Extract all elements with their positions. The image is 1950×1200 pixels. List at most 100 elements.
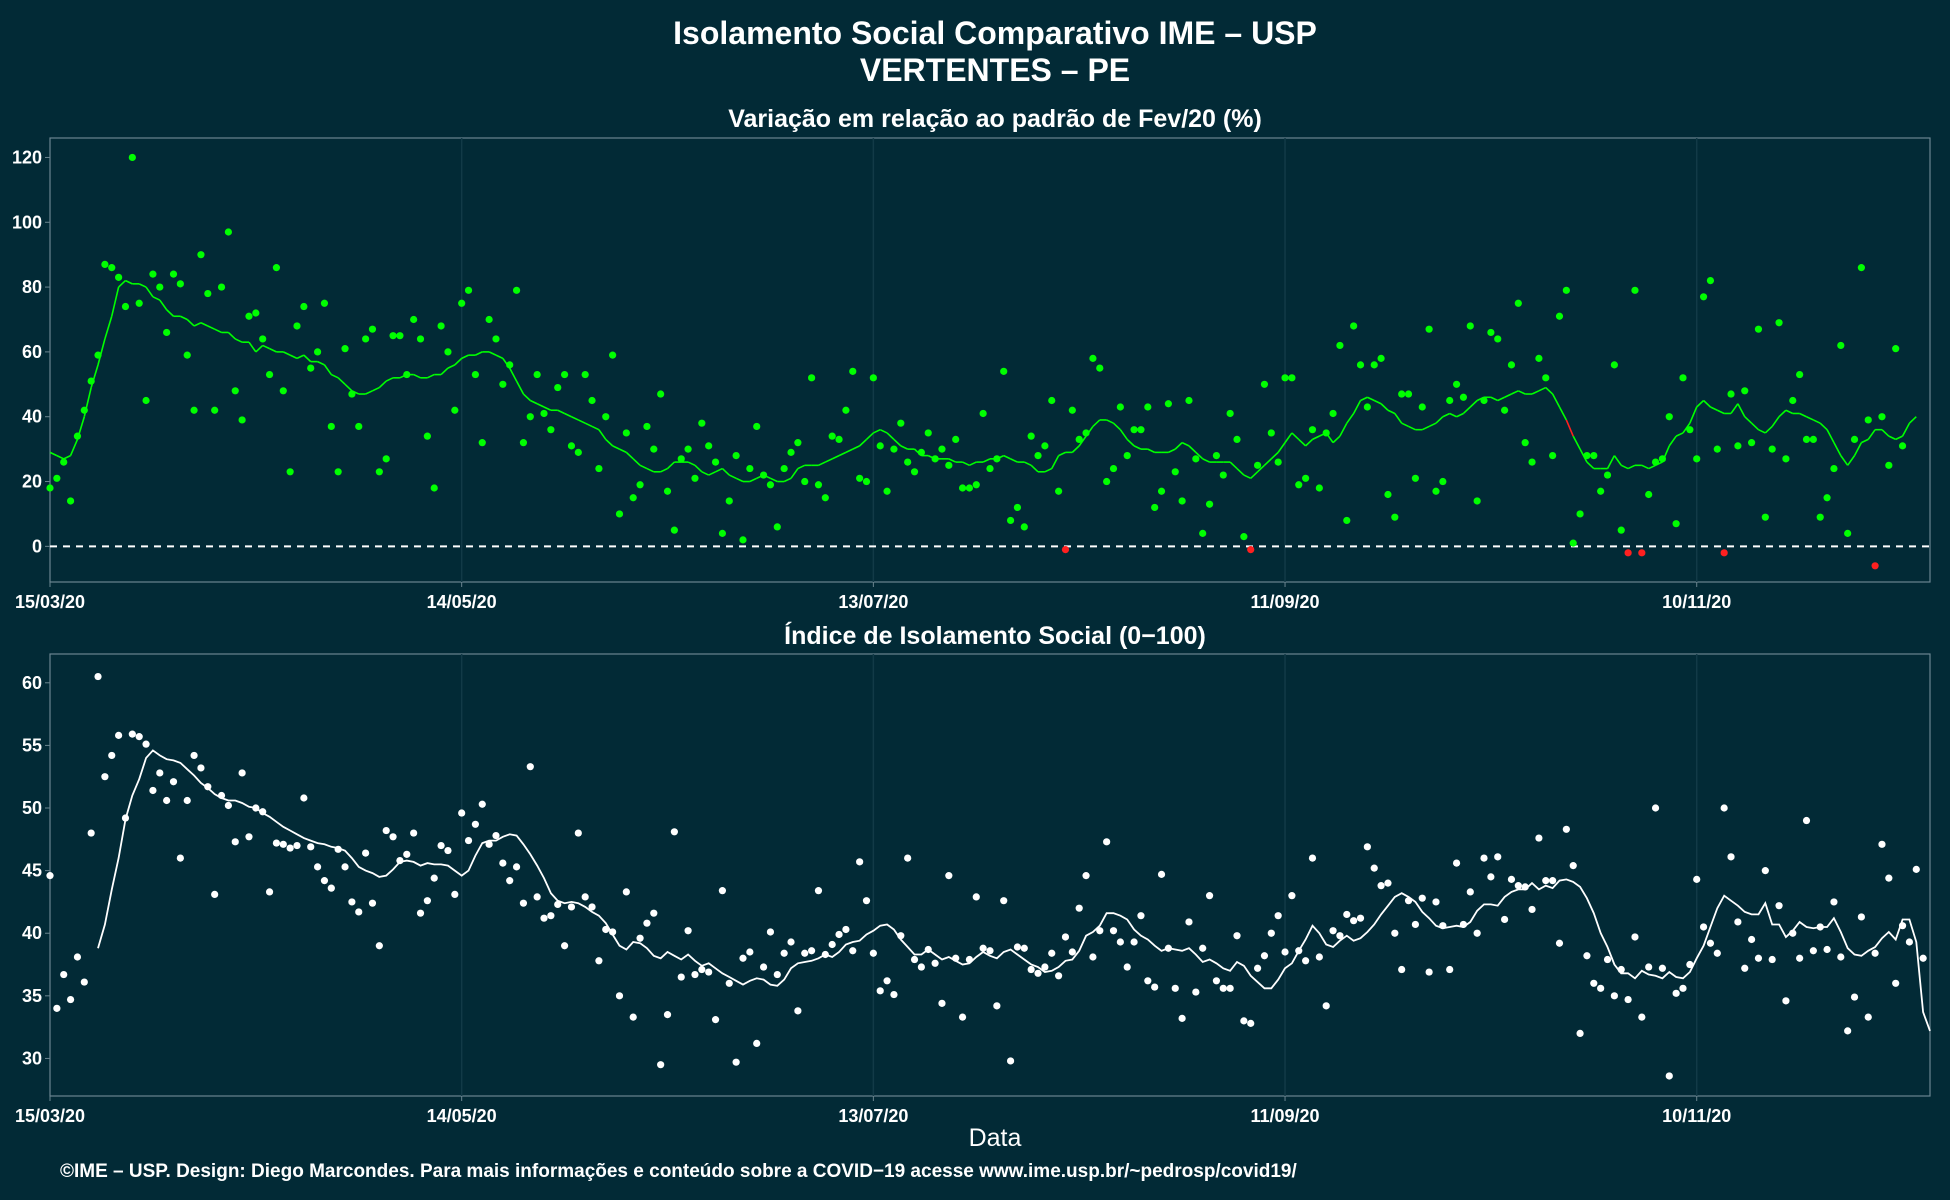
data-point	[1699, 293, 1708, 301]
data-point	[574, 448, 582, 456]
x-tick-label: 11/09/20	[1250, 1106, 1319, 1126]
data-point	[416, 335, 425, 343]
data-point	[1439, 922, 1447, 930]
data-point	[1452, 859, 1461, 867]
data-point	[1796, 370, 1804, 379]
data-point	[1356, 361, 1365, 369]
data-point	[1638, 549, 1646, 557]
data-point	[1027, 965, 1035, 974]
data-point	[176, 854, 184, 862]
data-point	[1185, 918, 1193, 926]
data-point	[87, 829, 95, 837]
data-point	[1775, 902, 1783, 910]
data-point	[1055, 972, 1063, 980]
moving-average-segment	[1291, 432, 1300, 440]
data-point	[252, 804, 260, 812]
data-point	[1247, 545, 1255, 554]
data-point	[965, 955, 974, 964]
moving-average-segment	[564, 412, 572, 418]
moving-average-segment	[584, 422, 593, 428]
moving-average-segment	[1112, 422, 1121, 431]
data-point	[1295, 481, 1303, 489]
data-point	[856, 858, 864, 866]
moving-average-segment	[515, 380, 525, 395]
panel-1-title: Variação em relação ao padrão de Fev/20 …	[728, 105, 1262, 133]
data-point	[115, 731, 123, 739]
data-point	[780, 949, 788, 957]
data-point	[1535, 834, 1543, 842]
data-point	[567, 903, 576, 911]
moving-average-segment	[296, 354, 305, 360]
data-point	[856, 474, 864, 482]
data-point	[121, 814, 130, 822]
data-point	[183, 796, 191, 805]
data-point	[1905, 938, 1914, 946]
data-point	[808, 947, 816, 955]
moving-average-segment	[1250, 471, 1259, 479]
data-point	[437, 322, 445, 330]
moving-average-segment	[1545, 386, 1554, 395]
moving-average-segment	[660, 467, 668, 473]
x-tick-label: 10/11/20	[1662, 1106, 1731, 1126]
moving-average-segment	[1881, 429, 1890, 437]
data-point	[1761, 513, 1769, 521]
data-point	[1864, 416, 1872, 424]
moving-average-segment	[666, 461, 675, 470]
data-point	[169, 778, 178, 786]
data-point	[1830, 898, 1838, 906]
data-point	[1192, 988, 1200, 996]
data-point	[348, 390, 356, 398]
moving-average-segment	[227, 331, 236, 340]
data-point	[1164, 944, 1172, 952]
data-point	[313, 863, 322, 871]
data-point	[890, 445, 898, 453]
moving-average-segment	[1620, 464, 1629, 470]
data-point	[1789, 396, 1797, 405]
data-point	[773, 523, 781, 531]
data-point	[1919, 954, 1927, 962]
data-point	[1500, 915, 1509, 924]
data-point	[252, 309, 260, 317]
data-point	[1137, 426, 1145, 434]
moving-average-segment	[1435, 416, 1444, 424]
data-point	[1082, 429, 1090, 437]
data-point	[1391, 929, 1399, 937]
data-point	[869, 374, 877, 382]
data-point	[1823, 494, 1831, 502]
credit-footer: ©IME – USP. Design: Diego Marcondes. Par…	[60, 1161, 1297, 1182]
data-point	[1343, 516, 1351, 525]
data-point	[60, 458, 68, 466]
data-point	[217, 283, 226, 291]
data-point	[560, 942, 569, 950]
moving-average-segment	[1003, 454, 1011, 460]
data-point	[677, 973, 685, 981]
data-point	[217, 791, 226, 800]
data-point	[1494, 335, 1502, 343]
data-point	[1617, 965, 1625, 974]
data-point	[410, 315, 418, 324]
data-point	[156, 769, 164, 777]
data-point	[1185, 396, 1193, 405]
data-point	[362, 335, 370, 343]
data-point	[1844, 1027, 1852, 1035]
data-point	[1171, 468, 1179, 476]
data-point	[1549, 452, 1557, 460]
data-point	[883, 487, 891, 495]
data-point	[1569, 539, 1577, 547]
data-point	[1363, 403, 1371, 411]
data-point	[1253, 964, 1262, 972]
data-point	[1370, 864, 1378, 872]
moving-average-segment	[1277, 442, 1286, 453]
data-point	[197, 764, 205, 772]
moving-average-segment	[612, 445, 620, 450]
figure-title: Isolamento Social Comparativo IME – USP	[673, 15, 1317, 51]
data-point	[1830, 464, 1838, 473]
data-point	[1006, 1057, 1015, 1065]
data-point	[1720, 549, 1728, 557]
data-point	[163, 328, 171, 337]
data-point	[1446, 396, 1454, 405]
moving-average-segment	[330, 373, 339, 379]
data-point	[1322, 1002, 1330, 1010]
data-point	[910, 468, 919, 476]
data-point	[115, 273, 123, 281]
